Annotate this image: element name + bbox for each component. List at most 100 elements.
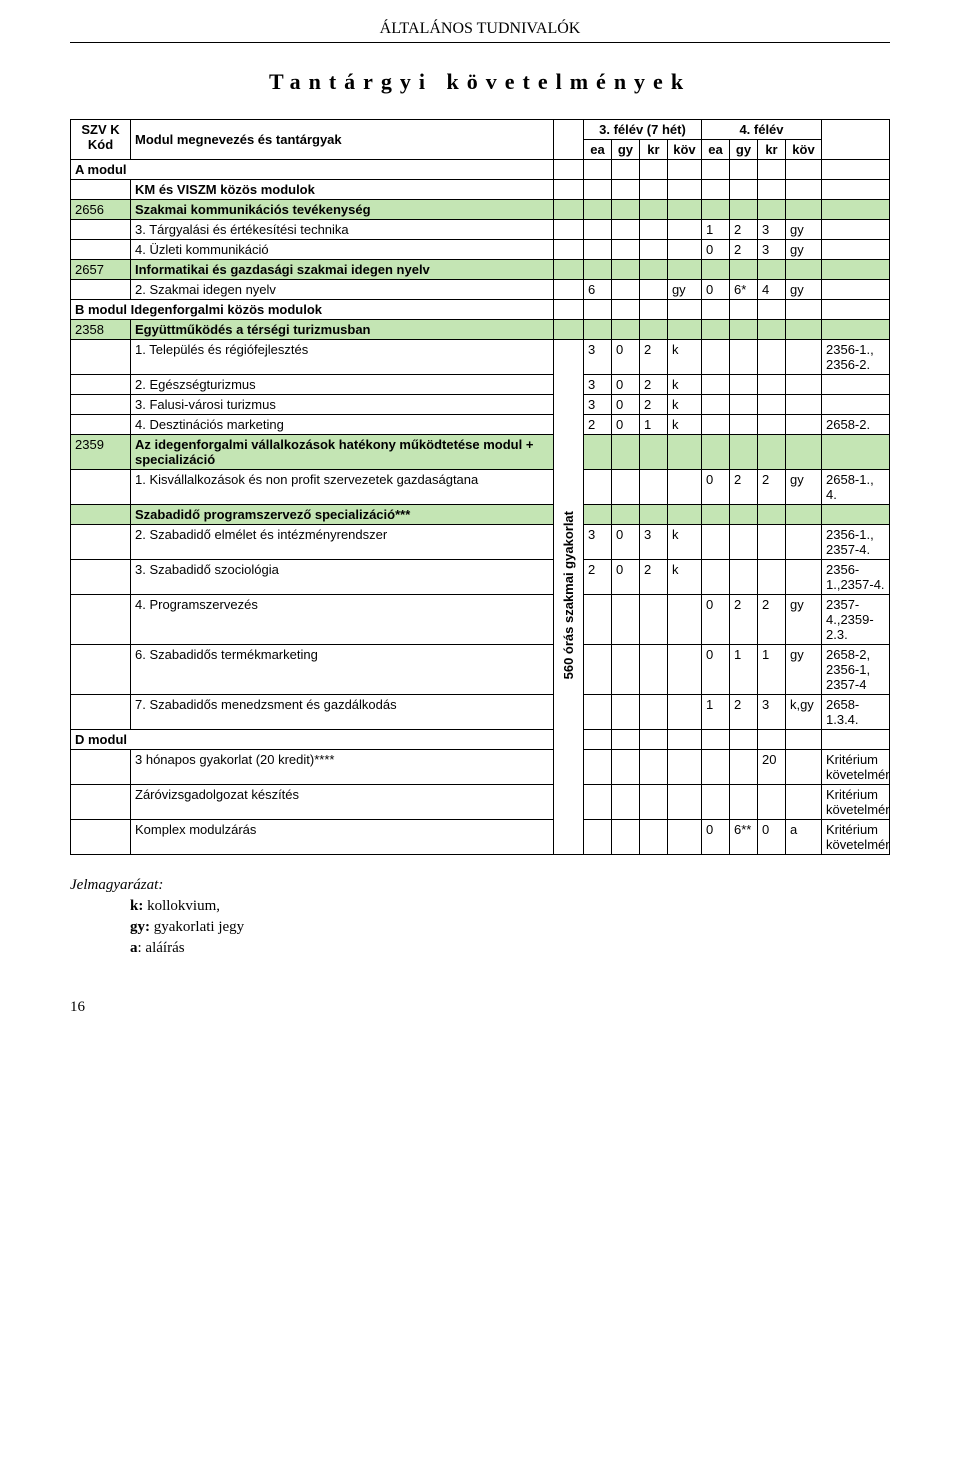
- cell: 3: [757, 220, 785, 240]
- cell: 3: [639, 525, 667, 560]
- cell: [729, 300, 757, 320]
- cell: [757, 525, 785, 560]
- cell: [785, 395, 821, 415]
- cell: [71, 525, 131, 560]
- table-row: 7. Szabadidős menedzsment és gazdálkodás…: [71, 695, 890, 730]
- cell: [667, 785, 701, 820]
- cell: [667, 730, 701, 750]
- cell: 2656: [71, 200, 131, 220]
- cell: 0: [611, 560, 639, 595]
- cell: [701, 260, 729, 280]
- cell: [822, 730, 890, 750]
- cell: [729, 180, 757, 200]
- cell: [701, 395, 729, 415]
- cell: Komplex modulzárás: [131, 820, 554, 855]
- cell: [757, 415, 785, 435]
- page-header: ÁLTALÁNOS TUDNIVALÓK: [70, 20, 890, 38]
- cell: [822, 505, 890, 525]
- cell: [701, 525, 729, 560]
- cell: 0: [701, 470, 729, 505]
- col-notes: [822, 120, 890, 160]
- cell: 2357-4.,2359-2.3.: [822, 595, 890, 645]
- cell: [701, 730, 729, 750]
- cell: D modul: [71, 730, 554, 750]
- cell: [785, 730, 821, 750]
- cell: [729, 525, 757, 560]
- cell: [729, 415, 757, 435]
- cell: 4: [757, 280, 785, 300]
- cell: [639, 220, 667, 240]
- cell: 0: [611, 525, 639, 560]
- cell: [667, 180, 701, 200]
- subcol-c10: köv: [785, 140, 821, 160]
- cell: 4. Programszervezés: [131, 595, 554, 645]
- cell: gy: [785, 470, 821, 505]
- cell: [583, 505, 611, 525]
- table-row: 4. Üzleti kommunikáció023gy: [71, 240, 890, 260]
- cell: [757, 260, 785, 280]
- cell: [553, 280, 583, 300]
- table-row: KM és VISZM közös modulok: [71, 180, 890, 200]
- cell: [639, 280, 667, 300]
- cell: [701, 320, 729, 340]
- cell: [71, 470, 131, 505]
- cell: [701, 785, 729, 820]
- cell: [785, 525, 821, 560]
- cell: Kritérium követelmény: [822, 785, 890, 820]
- cell: [611, 730, 639, 750]
- cell: [71, 375, 131, 395]
- cell: 2658-2, 2356-1, 2357-4: [822, 645, 890, 695]
- cell: [611, 505, 639, 525]
- cell: [71, 645, 131, 695]
- cell: [583, 260, 611, 280]
- cell: [667, 200, 701, 220]
- cell: [639, 820, 667, 855]
- cell: [822, 280, 890, 300]
- cell: [701, 435, 729, 470]
- cell: k: [667, 415, 701, 435]
- cell: [822, 300, 890, 320]
- cell: 0: [611, 415, 639, 435]
- cell: [667, 695, 701, 730]
- cell: 2658-1., 4.: [822, 470, 890, 505]
- cell: [611, 695, 639, 730]
- table-row: 2. Szakmai idegen nyelv6gy06*4gy: [71, 280, 890, 300]
- cell: [729, 750, 757, 785]
- cell: 2356-1., 2356-2.: [822, 340, 890, 375]
- cell: [71, 820, 131, 855]
- subcol-c9: kr: [757, 140, 785, 160]
- cell: [553, 240, 583, 260]
- cell: [785, 750, 821, 785]
- col-sem4: 4. félév: [701, 120, 821, 140]
- cell: [667, 320, 701, 340]
- col-subject: Modul megnevezés és tantárgyak: [131, 120, 554, 160]
- cell: 1: [639, 415, 667, 435]
- cell: [757, 340, 785, 375]
- cell: gy: [785, 595, 821, 645]
- cell: k: [667, 525, 701, 560]
- cell: 7. Szabadidős menedzsment és gazdálkodás: [131, 695, 554, 730]
- page-title: Tantárgyi követelmények: [70, 69, 890, 95]
- cell: 2. Egészségturizmus: [131, 375, 554, 395]
- cell: 0: [611, 375, 639, 395]
- cell: 1. Település és régiófejlesztés: [131, 340, 554, 375]
- table-row: 3. Szabadidő szociológia202k2356-1.,2357…: [71, 560, 890, 595]
- cell: [667, 300, 701, 320]
- cell: [583, 695, 611, 730]
- cell: [639, 300, 667, 320]
- cell: [71, 560, 131, 595]
- cell: [785, 260, 821, 280]
- table-row: 2. Egészségturizmus302k: [71, 375, 890, 395]
- cell: [71, 785, 131, 820]
- cell: 2658-2.: [822, 415, 890, 435]
- cell: [583, 160, 611, 180]
- cell: [757, 160, 785, 180]
- cell: [71, 750, 131, 785]
- cell: [611, 595, 639, 645]
- cell: [667, 435, 701, 470]
- cell: 1: [729, 645, 757, 695]
- cell: [822, 180, 890, 200]
- cell: 2356-1., 2357-4.: [822, 525, 890, 560]
- cell: [667, 595, 701, 645]
- cell: [583, 645, 611, 695]
